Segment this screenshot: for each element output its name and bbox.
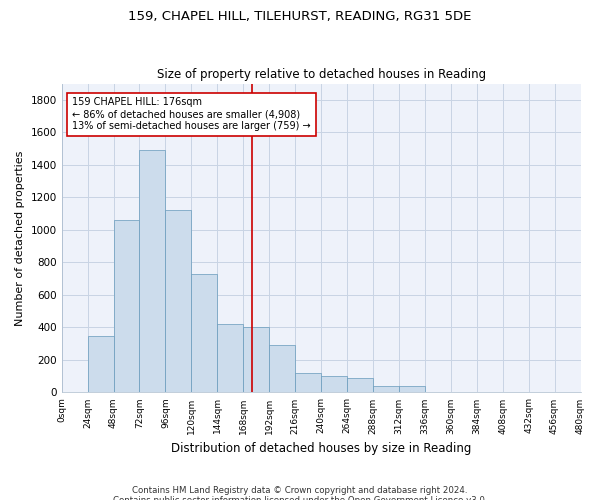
Bar [88,336,113,392]
Bar [191,274,217,392]
Text: 159 CHAPEL HILL: 176sqm
← 86% of detached houses are smaller (4,908)
13% of semi: 159 CHAPEL HILL: 176sqm ← 86% of detache… [72,98,311,130]
Title: Size of property relative to detached houses in Reading: Size of property relative to detached ho… [157,68,485,81]
Text: Contains public sector information licensed under the Open Government Licence v3: Contains public sector information licen… [113,496,487,500]
Bar [295,373,321,392]
Bar [321,376,347,392]
Bar [113,220,139,392]
Bar [139,150,166,392]
X-axis label: Distribution of detached houses by size in Reading: Distribution of detached houses by size … [171,442,471,455]
Bar [373,386,399,392]
Bar [243,328,269,392]
Text: Contains HM Land Registry data © Crown copyright and database right 2024.: Contains HM Land Registry data © Crown c… [132,486,468,495]
Bar [217,324,243,392]
Bar [399,386,425,392]
Bar [166,210,191,392]
Text: 159, CHAPEL HILL, TILEHURST, READING, RG31 5DE: 159, CHAPEL HILL, TILEHURST, READING, RG… [128,10,472,23]
Bar [269,346,295,393]
Bar [347,378,373,392]
Y-axis label: Number of detached properties: Number of detached properties [15,150,25,326]
